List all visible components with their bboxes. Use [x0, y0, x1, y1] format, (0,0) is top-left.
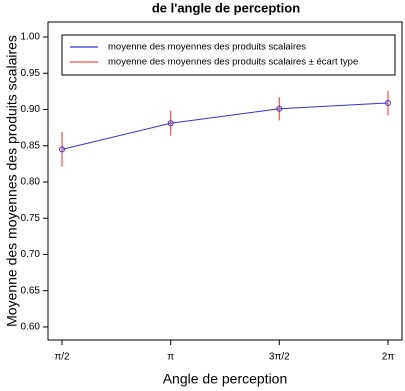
y-tick-label: 0.75: [21, 213, 41, 224]
legend-label: moyenne des moyennes des produits scalai…: [108, 42, 306, 53]
x-tick-label: π: [167, 352, 174, 363]
legend-box: [61, 34, 396, 76]
y-axis-label: Moyenne des moyennes des produits scalai…: [4, 35, 20, 327]
x-tick-label: π/2: [54, 352, 70, 363]
y-tick-label: 0.60: [21, 322, 41, 333]
data-point: [276, 105, 283, 112]
data-point: [59, 146, 65, 153]
x-tick-label: 2π: [382, 352, 395, 363]
y-tick-label: 0.90: [21, 104, 41, 115]
x-axis-label: Angle de perception: [163, 371, 288, 387]
y-tick-label: 0.80: [21, 177, 41, 188]
y-tick-label: 1.00: [21, 32, 41, 43]
legend-label: moyenne des moyennes des produits scalai…: [108, 57, 358, 68]
y-tick-label: 0.65: [21, 285, 41, 296]
data-point: [385, 99, 391, 106]
plot-frame: [47, 21, 403, 341]
x-tick-label: 3π/2: [269, 352, 290, 363]
data-line: [61, 102, 389, 150]
chart-title: de l'angle de perception: [152, 0, 300, 15]
data-point: [167, 120, 174, 127]
y-tick-label: 0.85: [21, 140, 41, 151]
y-tick-label: 0.70: [21, 249, 41, 260]
y-tick-label: 0.95: [21, 68, 41, 79]
